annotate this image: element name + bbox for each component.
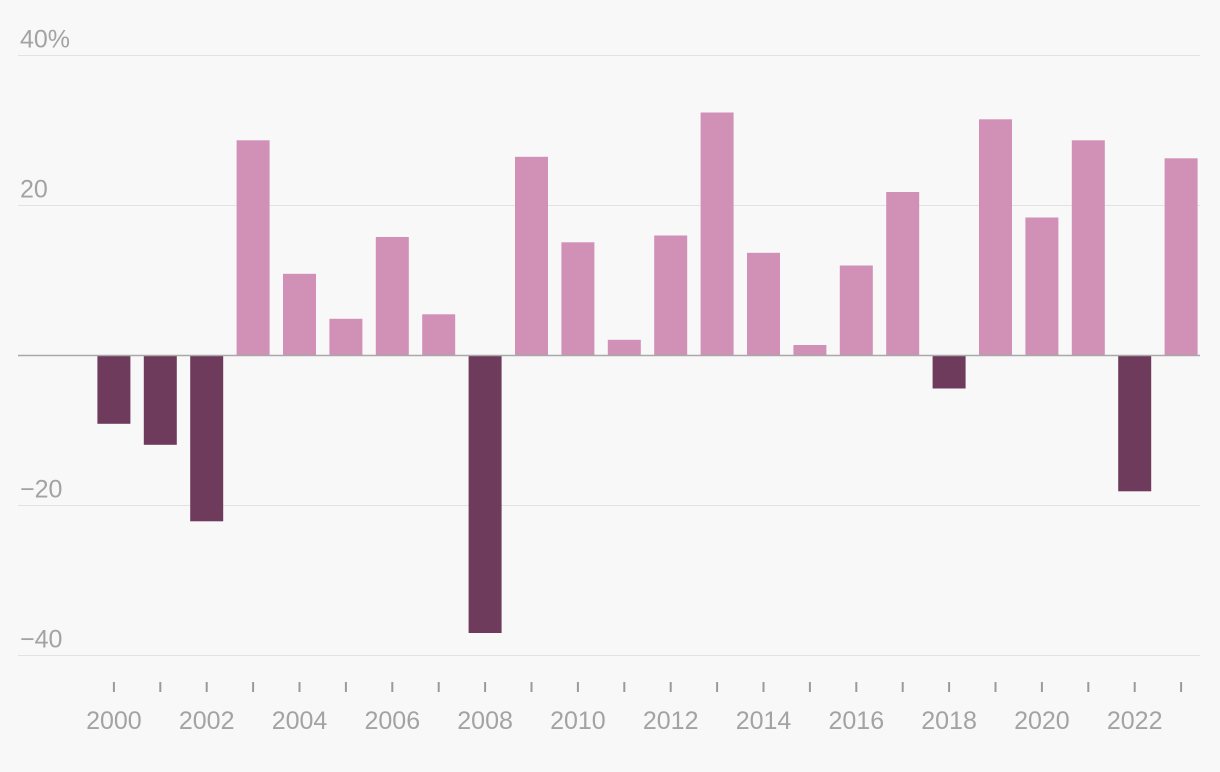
bar-2005	[329, 318, 363, 356]
x-tick-label: 2012	[643, 707, 699, 735]
y-tick-label: −20	[20, 476, 62, 504]
x-tick-label: 2020	[1014, 707, 1070, 735]
bar-2018	[932, 355, 966, 389]
x-tick-label: 2000	[86, 707, 142, 735]
y-tick-label: 40%	[20, 26, 70, 54]
bar-2004	[283, 273, 316, 356]
x-tick-label: 2010	[550, 707, 606, 735]
x-tick-label: 2008	[457, 707, 513, 735]
x-tick-label: 2006	[364, 707, 420, 735]
bar-2001	[143, 355, 177, 445]
bar-2019	[979, 119, 1012, 356]
bar-2016	[839, 265, 873, 356]
bar-2023	[1164, 158, 1198, 356]
bar-2020	[1025, 217, 1059, 356]
x-tick-label: 2002	[179, 707, 235, 735]
bar-2022	[1118, 355, 1152, 492]
bar-2010	[561, 242, 595, 356]
bar-2021	[1071, 140, 1105, 356]
axis-layer: 40% 20 −20 −40 2000 2002 2004 2006 2008 2010 2012 2…	[18, 26, 1200, 735]
x-tick-label: 2016	[828, 707, 884, 735]
bar-2008	[468, 355, 502, 633]
bar-2009	[515, 156, 548, 356]
bar-2014	[747, 252, 780, 356]
bar-2015	[793, 345, 827, 356]
bar-2017	[886, 192, 920, 356]
bar-2013	[700, 112, 734, 356]
y-tick-label: 20	[20, 176, 48, 204]
bar-2012	[654, 235, 688, 356]
bar-2002	[190, 355, 224, 522]
bar-2011	[607, 339, 641, 356]
x-tick-label: 2018	[921, 707, 977, 735]
x-tick-label: 2022	[1107, 707, 1163, 735]
bar-2000	[97, 355, 131, 424]
x-tick-label: 2004	[272, 707, 328, 735]
x-tick-label: 2014	[736, 707, 792, 735]
bar-2003	[236, 140, 270, 356]
y-tick-label: −40	[20, 626, 62, 654]
bar-2006	[375, 237, 409, 356]
bar-2007	[422, 314, 456, 356]
bars-layer	[97, 112, 1198, 633]
